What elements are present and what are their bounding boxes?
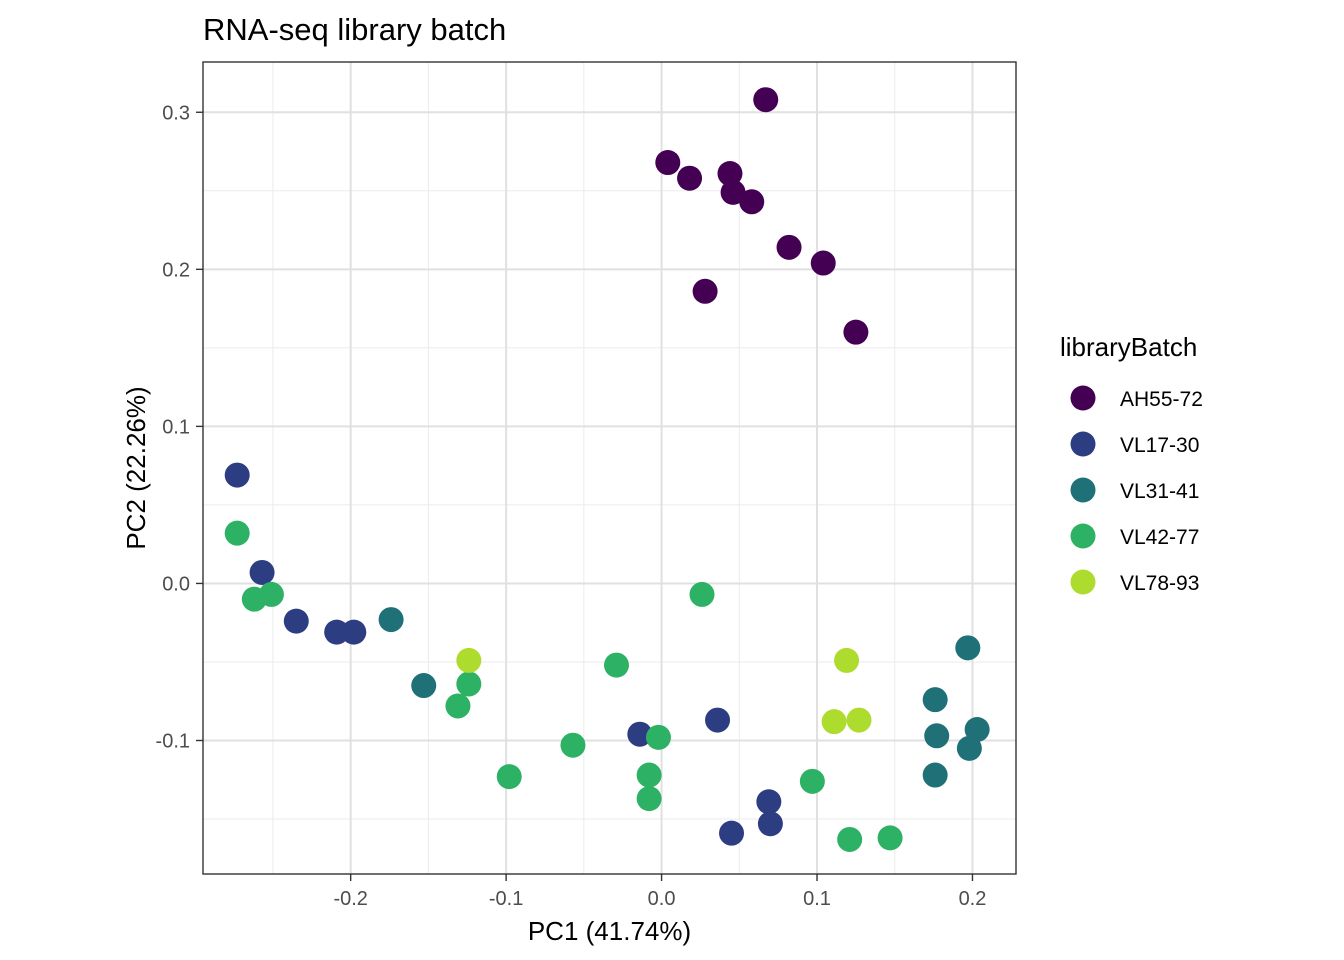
data-point — [445, 693, 471, 719]
data-point — [224, 520, 250, 546]
legend-label: VL78-93 — [1120, 572, 1199, 595]
data-point — [756, 789, 782, 815]
data-point — [224, 462, 250, 488]
data-point — [411, 673, 437, 699]
x-tick-label: -0.1 — [489, 888, 523, 910]
data-point — [717, 161, 743, 187]
y-tick-label: -0.1 — [156, 730, 190, 752]
plot-panel-border — [202, 61, 1017, 875]
data-point — [719, 820, 745, 846]
x-axis-ticks: -0.2 -0.1 0.0 0.1 0.2 — [333, 874, 986, 910]
data-point — [834, 647, 860, 673]
legend-key — [1070, 385, 1096, 411]
data-point — [705, 707, 731, 733]
data-point — [846, 707, 872, 733]
data-point — [922, 687, 948, 713]
data-point — [677, 165, 703, 191]
data-point — [776, 234, 802, 260]
data-point — [799, 768, 825, 794]
data-point — [692, 278, 718, 304]
y-tick-label: 0.0 — [162, 573, 190, 595]
data-point — [496, 764, 522, 790]
legend-label: VL42-77 — [1120, 526, 1199, 549]
data-point — [636, 786, 662, 812]
legend-key — [1070, 431, 1096, 457]
data-point — [324, 619, 350, 645]
y-tick-label: 0.1 — [162, 416, 190, 438]
y-tick-label: 0.3 — [162, 102, 190, 124]
legend: libraryBatch AH55-72 VL17-30 VL31-41 VL42-7… — [1060, 332, 1203, 595]
data-point — [689, 581, 715, 607]
legend-key — [1070, 477, 1096, 503]
data-point — [964, 717, 990, 743]
data-point — [720, 179, 746, 205]
data-point — [603, 652, 629, 678]
data-point — [456, 647, 482, 673]
chart-title: RNA-seq library batch — [203, 12, 506, 47]
data-point — [258, 581, 284, 607]
legend-key — [1070, 523, 1096, 549]
y-tick-label: 0.2 — [162, 259, 190, 281]
legend-label: AH55-72 — [1120, 388, 1203, 411]
x-tick-label: 0.2 — [959, 888, 987, 910]
data-point — [922, 762, 948, 788]
y-axis-title: PC2 (22.26%) — [121, 386, 151, 549]
data-point — [924, 723, 950, 749]
data-point — [877, 825, 903, 851]
data-point — [837, 826, 863, 852]
legend-key — [1070, 569, 1096, 595]
data-point — [821, 709, 847, 735]
data-point — [843, 319, 869, 345]
x-axis-title: PC1 (41.74%) — [528, 916, 691, 946]
data-point — [456, 671, 482, 697]
x-tick-label: -0.2 — [333, 888, 367, 910]
data-point — [249, 559, 275, 585]
legend-title: libraryBatch — [1060, 332, 1197, 362]
data-point — [757, 811, 783, 837]
data-point — [739, 189, 765, 215]
y-axis-ticks: -0.1 0.0 0.1 0.2 0.3 — [156, 102, 203, 752]
data-point — [955, 635, 981, 661]
data-point — [560, 732, 586, 758]
data-point — [810, 250, 836, 276]
x-tick-label: 0.0 — [648, 888, 676, 910]
data-point — [636, 762, 662, 788]
x-tick-label: 0.1 — [803, 888, 831, 910]
data-point — [753, 87, 779, 113]
data-point — [283, 608, 309, 634]
data-point — [645, 724, 671, 750]
data-points — [224, 87, 990, 852]
legend-label: VL31-41 — [1120, 480, 1199, 503]
data-point — [341, 619, 367, 645]
legend-label: VL17-30 — [1120, 434, 1199, 457]
data-point — [655, 150, 681, 176]
data-point — [956, 735, 982, 761]
data-point — [378, 607, 404, 633]
grid-lines — [203, 62, 1016, 874]
data-point — [627, 721, 653, 747]
legend-items: AH55-72 VL17-30 VL31-41 VL42-77 VL78-93 — [1070, 385, 1203, 595]
